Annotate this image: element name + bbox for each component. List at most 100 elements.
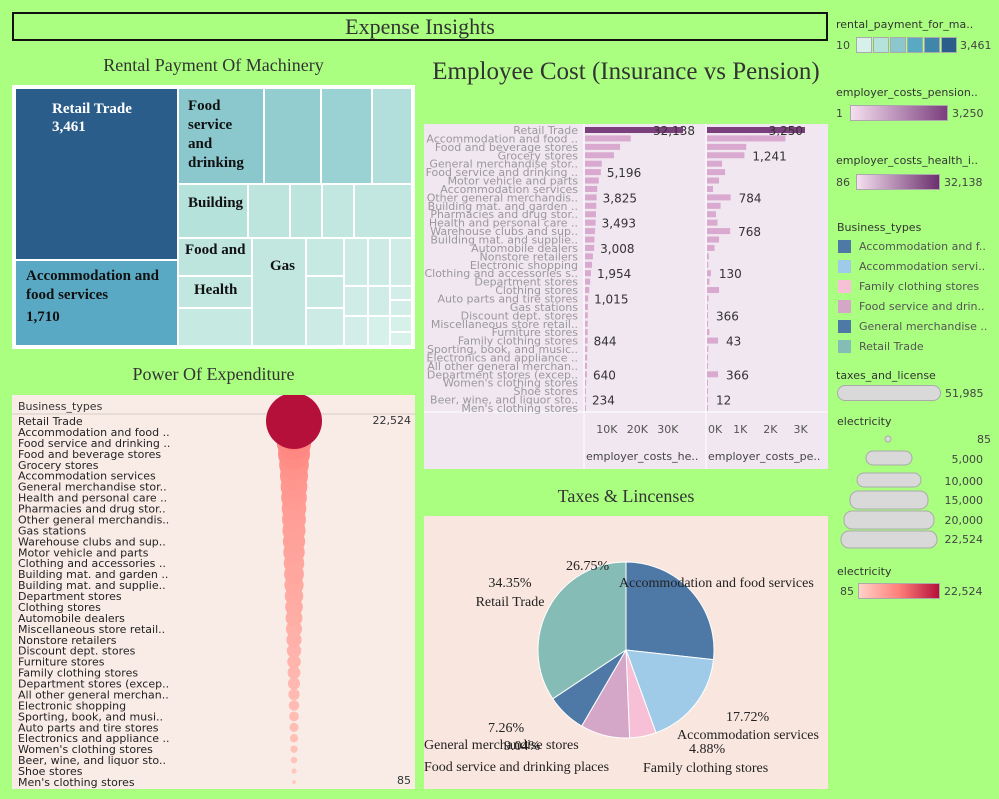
treemap-cell-health[interactable] bbox=[179, 277, 251, 307]
bubble-point[interactable] bbox=[289, 722, 299, 732]
bar-pension[interactable] bbox=[707, 312, 708, 319]
bar-pension[interactable] bbox=[707, 253, 709, 260]
bar-pension[interactable] bbox=[707, 337, 719, 344]
treemap-cell[interactable] bbox=[307, 277, 343, 307]
treemap-cell[interactable] bbox=[291, 185, 321, 237]
treemap-cell[interactable] bbox=[323, 185, 353, 237]
bar-pension[interactable] bbox=[707, 371, 719, 378]
bar-pension[interactable] bbox=[707, 329, 710, 336]
bar-pension[interactable] bbox=[707, 202, 721, 209]
legend-business-item[interactable]: Retail Trade bbox=[838, 336, 987, 356]
bar-pension[interactable] bbox=[707, 388, 708, 395]
bubble-point[interactable] bbox=[290, 745, 298, 753]
bar-pension[interactable] bbox=[707, 320, 708, 327]
bar-pension[interactable] bbox=[707, 244, 715, 251]
bar-health[interactable] bbox=[585, 287, 590, 294]
treemap-cell[interactable] bbox=[355, 185, 411, 237]
bubble-point[interactable] bbox=[289, 734, 299, 743]
bar-pension[interactable] bbox=[707, 270, 711, 277]
bar-health[interactable] bbox=[585, 228, 596, 235]
treemap-cell[interactable] bbox=[391, 301, 411, 315]
pie-slice[interactable] bbox=[625, 561, 715, 661]
bar-pension[interactable] bbox=[707, 278, 710, 285]
bubble-point[interactable] bbox=[288, 688, 300, 701]
treemap-cell[interactable] bbox=[265, 89, 320, 183]
bubble-point[interactable] bbox=[287, 666, 301, 680]
treemap-cell[interactable] bbox=[369, 317, 389, 345]
bar-pension[interactable] bbox=[707, 127, 805, 133]
bar-pension[interactable] bbox=[707, 135, 786, 142]
treemap-cell-accommodation-food[interactable] bbox=[16, 261, 177, 345]
bar-health[interactable] bbox=[585, 261, 593, 268]
bar-pension[interactable] bbox=[707, 379, 708, 386]
treemap-cell[interactable] bbox=[307, 309, 343, 345]
bubble-point[interactable] bbox=[290, 756, 298, 764]
treemap-cell-food-service[interactable] bbox=[179, 89, 263, 183]
bar-health[interactable] bbox=[585, 337, 588, 344]
bar-pension[interactable] bbox=[707, 303, 708, 310]
treemap-cell-food-and[interactable] bbox=[179, 239, 251, 275]
bar-pension[interactable] bbox=[707, 160, 723, 167]
treemap-cell[interactable] bbox=[391, 317, 411, 331]
bar-health[interactable] bbox=[585, 388, 586, 395]
bar-health[interactable] bbox=[585, 396, 586, 403]
bubble-point[interactable] bbox=[286, 643, 302, 658]
bar-pension[interactable] bbox=[707, 219, 718, 226]
treemap-cell[interactable] bbox=[369, 287, 389, 315]
legend-business-item[interactable]: Food service and drin.. bbox=[838, 296, 987, 316]
bar-pension[interactable] bbox=[707, 396, 708, 403]
bubble-point[interactable] bbox=[287, 677, 301, 690]
bar-health[interactable] bbox=[585, 194, 597, 201]
bar-health[interactable] bbox=[585, 362, 587, 369]
bar-health[interactable] bbox=[585, 236, 595, 243]
bar-health[interactable] bbox=[585, 169, 601, 176]
bar-pension[interactable] bbox=[707, 194, 731, 201]
bar-pension[interactable] bbox=[707, 405, 708, 411]
treemap-cell[interactable] bbox=[369, 239, 389, 285]
bar-pension[interactable] bbox=[707, 177, 720, 184]
bar-health[interactable] bbox=[585, 152, 614, 159]
treemap-cell[interactable] bbox=[391, 333, 411, 345]
treemap-cell[interactable] bbox=[307, 239, 343, 275]
bar-pension[interactable] bbox=[707, 261, 709, 268]
legend-health[interactable]: 86 32,138 bbox=[836, 173, 996, 191]
treemap-cell[interactable] bbox=[179, 309, 251, 345]
bar-health[interactable] bbox=[585, 143, 621, 150]
bar-health[interactable] bbox=[585, 202, 597, 209]
treemap-cell-building[interactable] bbox=[179, 185, 247, 237]
bar-health[interactable] bbox=[585, 354, 588, 361]
treemap-cell[interactable] bbox=[322, 89, 371, 183]
treemap-cell-gas[interactable] bbox=[253, 239, 305, 345]
bar-health[interactable] bbox=[585, 177, 599, 184]
bar-health[interactable] bbox=[585, 185, 598, 192]
bubble-point[interactable] bbox=[291, 768, 297, 774]
bar-health[interactable] bbox=[585, 270, 591, 277]
treemap-cell[interactable] bbox=[373, 89, 411, 183]
bubble-point[interactable] bbox=[287, 654, 301, 669]
bar-health[interactable] bbox=[585, 219, 596, 226]
bar-pension[interactable] bbox=[707, 354, 708, 361]
legend-business-item[interactable]: Family clothing stores bbox=[838, 276, 987, 296]
bar-health[interactable] bbox=[585, 160, 602, 167]
bar-pension[interactable] bbox=[707, 169, 726, 176]
treemap-chart[interactable]: Retail Trade 3,461 Accommodation and foo… bbox=[12, 85, 415, 349]
bubble-point[interactable] bbox=[289, 711, 299, 722]
bar-pension[interactable] bbox=[707, 152, 745, 159]
bar-health[interactable] bbox=[585, 320, 588, 327]
bar-health[interactable] bbox=[585, 244, 595, 251]
bubble-point[interactable] bbox=[288, 700, 300, 711]
bar-pension[interactable] bbox=[707, 228, 731, 235]
legend-business-item[interactable]: General merchandise .. bbox=[838, 316, 987, 336]
legend-taxes[interactable]: 51,985 bbox=[837, 384, 997, 402]
bubble-point[interactable] bbox=[286, 632, 302, 648]
legend-electricity-color[interactable]: 85 22,524 bbox=[840, 582, 998, 600]
bar-health[interactable] bbox=[585, 295, 589, 302]
power-expenditure-chart[interactable]: Business_types Retail TradeAccommodation… bbox=[12, 395, 415, 789]
legend-pension[interactable]: 1 3,250 bbox=[836, 104, 996, 122]
bar-pension[interactable] bbox=[707, 346, 709, 353]
bubble-point[interactable] bbox=[292, 780, 296, 784]
bar-pension[interactable] bbox=[707, 295, 709, 302]
bar-health[interactable] bbox=[585, 405, 586, 411]
bar-health[interactable] bbox=[585, 312, 588, 319]
